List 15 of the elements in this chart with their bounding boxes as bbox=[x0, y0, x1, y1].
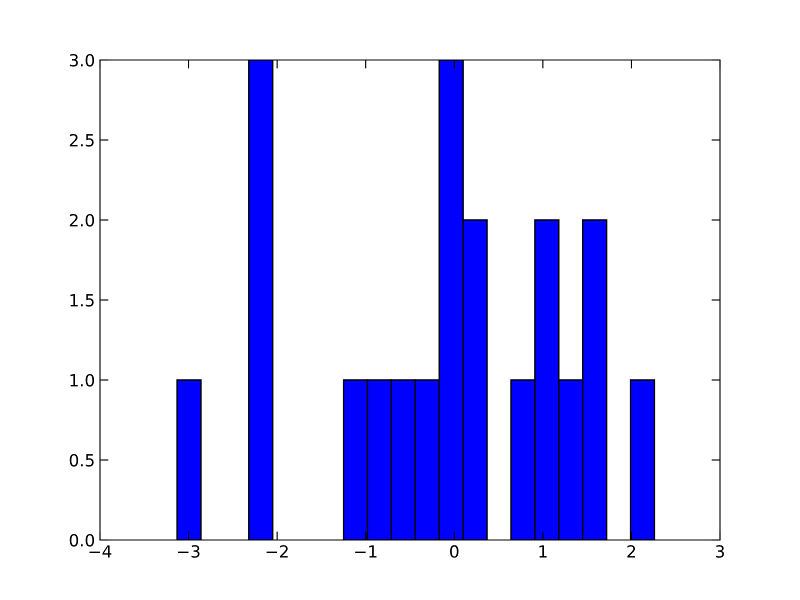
x-tick-label: 0 bbox=[450, 545, 458, 558]
x-tick-label: −1 bbox=[355, 545, 376, 558]
x-tick-label: −3 bbox=[178, 545, 200, 558]
x-tick-label: 2 bbox=[627, 545, 636, 558]
y-tick-label: 1.5 bbox=[70, 294, 94, 307]
y-tick-label: 0.0 bbox=[70, 534, 94, 547]
y-tick-label: 0.5 bbox=[70, 454, 94, 467]
x-tick-label: −2 bbox=[266, 545, 288, 558]
y-tick-label: 1.0 bbox=[70, 374, 94, 387]
y-tick-label: 2.5 bbox=[70, 134, 94, 147]
x-tick-label: 1 bbox=[539, 545, 547, 558]
y-tick-label: 3.0 bbox=[70, 54, 94, 67]
y-tick-label: 2.0 bbox=[70, 214, 94, 227]
x-tick-label: 3 bbox=[716, 545, 724, 558]
x-tick-label: −4 bbox=[89, 545, 112, 558]
